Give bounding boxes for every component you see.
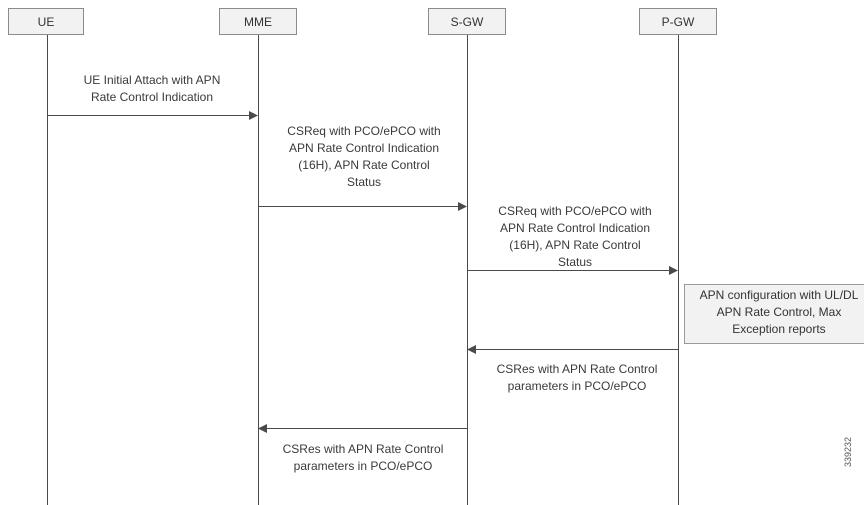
arrowhead-pgw-to-sgw (467, 345, 476, 354)
message-csreq-mme-to-sgw: CSReq with PCO/ePCO with APN Rate Control… (287, 124, 441, 189)
entity-sgw: S-GW (428, 8, 506, 35)
entity-mme: MME (219, 8, 297, 35)
message-csreq-sgw-to-pgw: CSReq with PCO/ePCO with APN Rate Control… (498, 204, 652, 269)
entity-pgw: P-GW (639, 8, 717, 35)
arrowhead-mme-to-sgw (458, 202, 467, 211)
lifeline-mme (258, 35, 259, 505)
figure-id: 339232 (843, 436, 853, 467)
lifeline-sgw (467, 35, 468, 505)
message-ue-initial-attach: UE Initial Attach with APN Rate Control I… (83, 73, 221, 104)
message-csres-pgw-to-sgw: CSRes with APN Rate Control parameters in… (496, 362, 658, 393)
arrowhead-ue-to-mme (249, 111, 258, 120)
entity-ue: UE (8, 8, 84, 35)
arrowhead-sgw-to-mme (258, 424, 267, 433)
lifeline-pgw (678, 35, 679, 505)
lifeline-ue (47, 35, 48, 505)
message-csres-sgw-to-mme: CSRes with APN Rate Control parameters in… (282, 442, 444, 473)
note-apn-configuration: APN configuration with UL/DL APN Rate Con… (684, 284, 864, 344)
